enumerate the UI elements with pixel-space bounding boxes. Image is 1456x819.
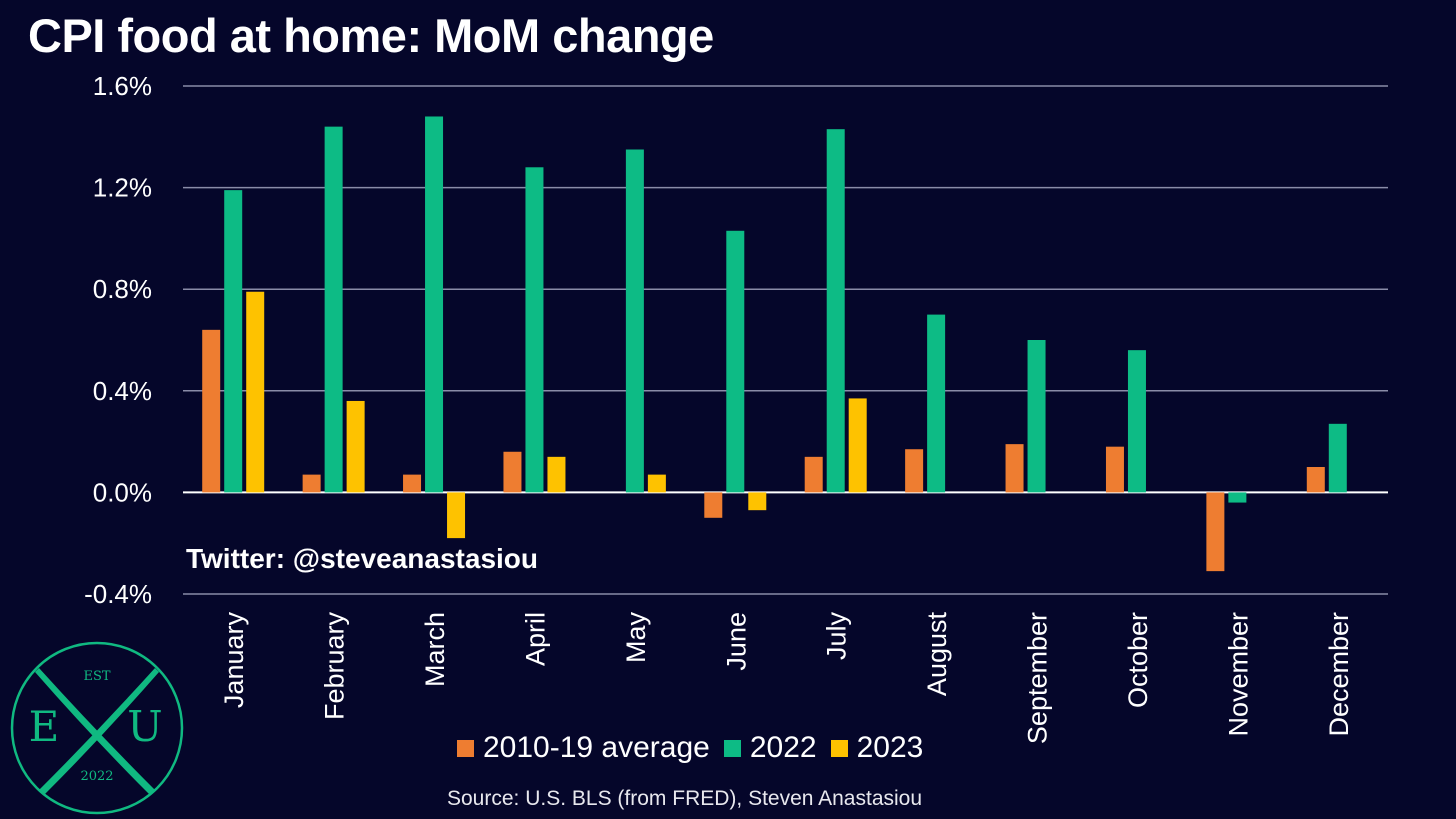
x-category-label: September [1023, 612, 1053, 744]
legend-label-avg: 2010-19 average [483, 731, 710, 764]
twitter-watermark: Twitter: @steveanastasiou [186, 543, 538, 574]
bar-2022-july [826, 129, 845, 493]
logo-letter-u: U [127, 702, 162, 751]
bar-2022-january [224, 190, 243, 493]
logo-slash-left [35, 668, 155, 794]
logo-est: EST [83, 669, 110, 684]
logo-slash-right [39, 668, 159, 794]
x-category-label: July [822, 612, 852, 661]
y-tick-label: 1.2% [93, 173, 152, 203]
bar-avg-april [503, 451, 522, 493]
legend-label-2023: 2023 [856, 731, 924, 764]
x-category-label: June [721, 612, 751, 671]
chart-legend: 2010-19 average 2022 2023 [457, 731, 937, 765]
y-tick-label: -0.4% [84, 579, 152, 609]
bar-avg-march [403, 474, 422, 493]
bar-avg-november [1206, 492, 1225, 572]
bar-2023-february [346, 400, 365, 493]
source-note: Source: U.S. BLS (from FRED), Steven Ana… [447, 787, 923, 810]
x-category-label: August [922, 612, 952, 697]
legend-swatch-avg [457, 739, 474, 757]
bar-2022-october [1127, 350, 1146, 493]
bar-avg-june [704, 492, 723, 518]
bar-avg-july [804, 456, 823, 493]
exu-logo: EST E U 2022 [10, 641, 184, 815]
bar-2022-august [927, 314, 946, 493]
bar-2022-march [425, 116, 444, 493]
y-tick-label: 0.4% [93, 376, 152, 406]
bar-avg-february [302, 474, 321, 493]
bar-avg-october [1105, 446, 1124, 493]
bar-2023-april [547, 456, 566, 493]
bar-2022-june [726, 230, 745, 493]
bar-2022-february [324, 126, 343, 493]
bar-2022-december [1328, 423, 1347, 493]
x-category-label: February [320, 612, 350, 721]
legend-item-avg: 2010-19 average [457, 731, 710, 765]
bar-avg-september [1005, 444, 1024, 493]
bar-2022-april [525, 167, 544, 493]
legend-item-2023: 2023 [830, 731, 924, 765]
bar-2023-may [647, 474, 666, 493]
bar-2022-may [625, 149, 644, 493]
bar-2023-june [748, 492, 767, 511]
legend-item-2022: 2022 [723, 731, 817, 765]
x-category-label: April [520, 612, 550, 666]
bar-2023-january [246, 291, 265, 493]
bar-avg-august [905, 449, 924, 493]
x-category-label: October [1123, 612, 1153, 708]
bar-avg-december [1306, 467, 1325, 493]
bar-2022-november [1228, 492, 1247, 503]
y-tick-label: 1.6% [93, 71, 152, 101]
bar-avg-january [202, 329, 221, 493]
bar-2023-march [447, 492, 466, 539]
x-category-label: November [1223, 612, 1253, 737]
y-tick-label: 0.0% [93, 477, 152, 507]
legend-swatch-2023 [830, 739, 848, 757]
logo-letter-e: E [29, 702, 60, 751]
x-category-label: December [1324, 612, 1354, 737]
chart-title: CPI food at home: MoM change [28, 9, 714, 62]
y-tick-label: 0.8% [93, 274, 152, 304]
legend-label-2022: 2022 [749, 731, 817, 764]
bar-2022-september [1027, 340, 1046, 493]
legend-swatch-2022 [723, 739, 741, 757]
logo-ring [10, 641, 184, 815]
x-category-label: May [621, 612, 651, 664]
x-category-label: March [420, 612, 450, 687]
x-category-label: January [219, 612, 249, 709]
logo-year: 2022 [80, 769, 113, 784]
bar-2023-july [848, 398, 867, 493]
